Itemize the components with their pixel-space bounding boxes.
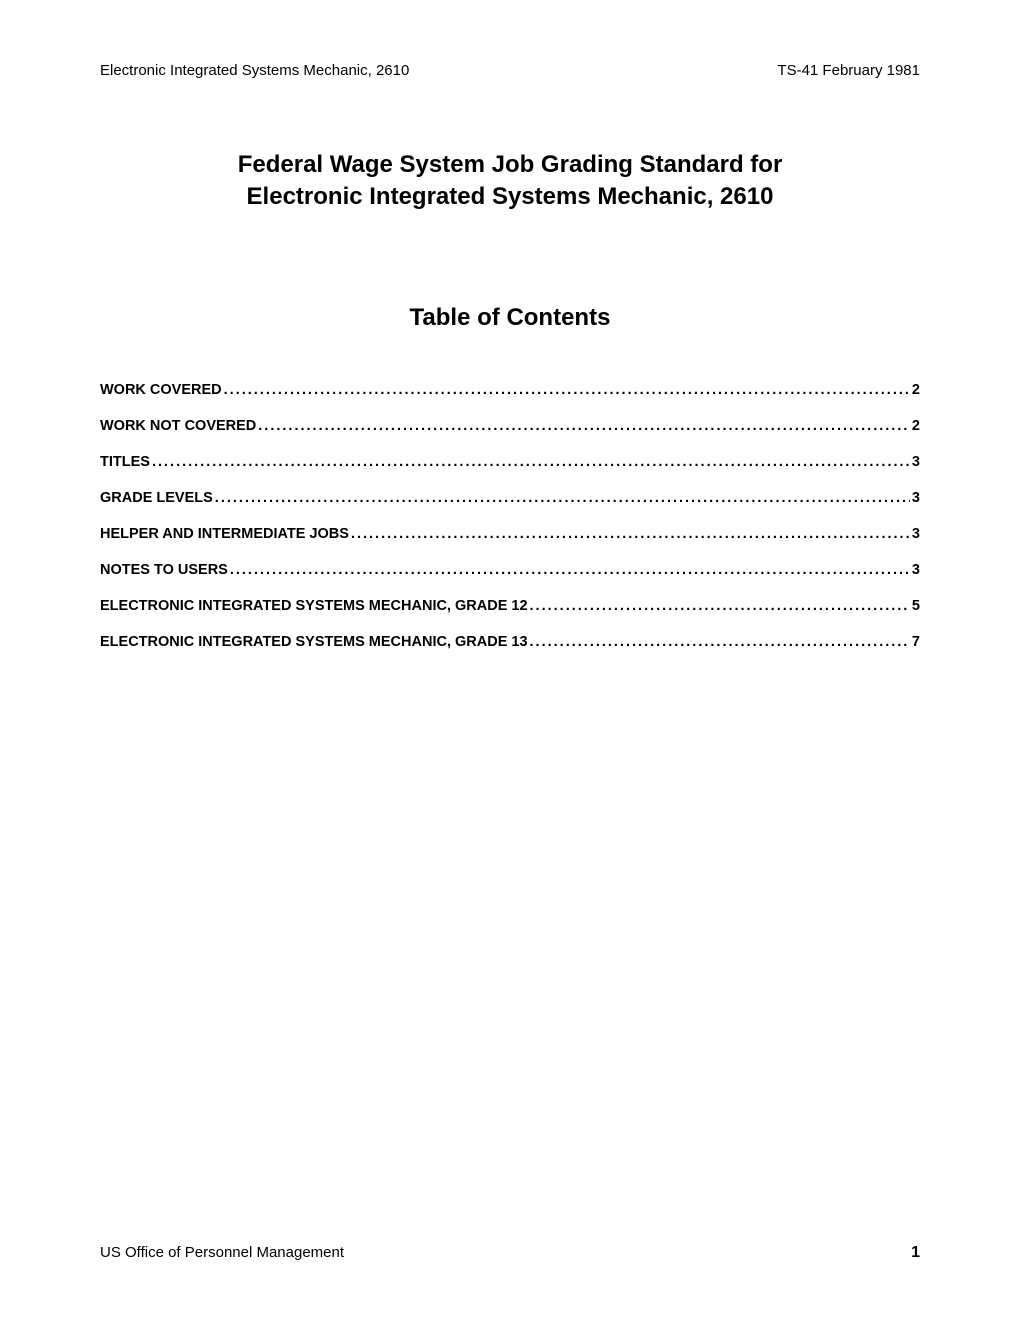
header-right: TS-41 February 1981 [777,62,920,79]
toc-entry-page: 3 [912,454,920,470]
toc-entry-page: 5 [912,598,920,614]
toc-entry[interactable]: TITLES 3 [100,454,920,470]
toc-entry-page: 7 [912,634,920,650]
toc-entry-label: WORK NOT COVERED [100,418,256,434]
toc-entry-page: 3 [912,526,920,542]
toc-leader-dots [215,490,910,506]
toc-list: WORK COVERED 2 WORK NOT COVERED 2 TITLES… [100,382,920,650]
toc-entry[interactable]: GRADE LEVELS 3 [100,490,920,506]
title-line-2: Electronic Integrated Systems Mechanic, … [100,181,920,213]
toc-entry-page: 3 [912,490,920,506]
page-footer: US Office of Personnel Management 1 [100,1244,920,1262]
page-header: Electronic Integrated Systems Mechanic, … [100,62,920,79]
toc-leader-dots [230,562,910,578]
toc-entry-label: GRADE LEVELS [100,490,213,506]
toc-entry[interactable]: NOTES TO USERS 3 [100,562,920,578]
footer-org: US Office of Personnel Management [100,1244,344,1262]
toc-entry-label: HELPER AND INTERMEDIATE JOBS [100,526,349,542]
toc-entry-label: WORK COVERED [100,382,222,398]
toc-entry-page: 3 [912,562,920,578]
toc-entry-page: 2 [912,418,920,434]
toc-leader-dots [351,526,910,542]
toc-leader-dots [152,454,910,470]
title-line-1: Federal Wage System Job Grading Standard… [100,149,920,181]
toc-entry-page: 2 [912,382,920,398]
toc-leader-dots [258,418,910,434]
toc-entry[interactable]: WORK NOT COVERED 2 [100,418,920,434]
toc-entry-label: ELECTRONIC INTEGRATED SYSTEMS MECHANIC, … [100,598,528,614]
document-title: Federal Wage System Job Grading Standard… [100,149,920,214]
document-page: Electronic Integrated Systems Mechanic, … [0,0,1020,650]
footer-page-number: 1 [911,1244,920,1262]
toc-entry[interactable]: ELECTRONIC INTEGRATED SYSTEMS MECHANIC, … [100,634,920,650]
header-left: Electronic Integrated Systems Mechanic, … [100,62,409,79]
toc-heading: Table of Contents [100,304,920,332]
toc-entry[interactable]: WORK COVERED 2 [100,382,920,398]
toc-leader-dots [530,598,910,614]
toc-entry-label: TITLES [100,454,150,470]
toc-leader-dots [530,634,910,650]
toc-entry[interactable]: ELECTRONIC INTEGRATED SYSTEMS MECHANIC, … [100,598,920,614]
toc-entry-label: NOTES TO USERS [100,562,228,578]
toc-entry[interactable]: HELPER AND INTERMEDIATE JOBS 3 [100,526,920,542]
toc-entry-label: ELECTRONIC INTEGRATED SYSTEMS MECHANIC, … [100,634,528,650]
toc-leader-dots [224,382,910,398]
